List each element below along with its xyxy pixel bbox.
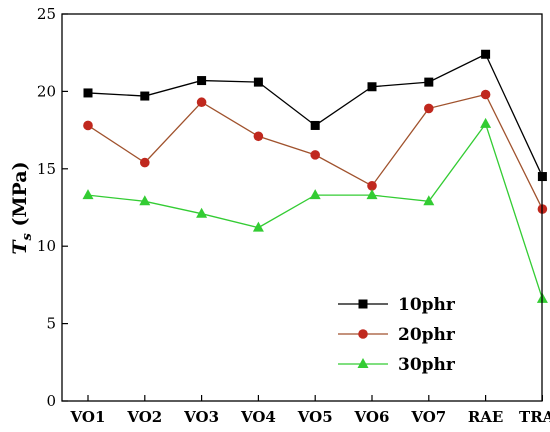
x-tick-label: VO2 — [126, 408, 162, 426]
y-axis-title-unit: (MPa) — [9, 161, 31, 233]
data-point-30phr-VO3 — [196, 207, 208, 218]
y-tick-label: 5 — [46, 315, 56, 333]
y-axis-ticks: 0 5 10 15 20 25 — [37, 5, 68, 410]
y-tick-label: 0 — [46, 392, 56, 410]
data-point-10phr-VO4 — [253, 77, 263, 87]
data-point-30phr-VO6 — [366, 189, 378, 200]
legend: 10phr 20phr 30phr — [338, 295, 456, 375]
data-point-10phr-VO3 — [197, 76, 207, 86]
legend-entry-20phr: 20phr — [338, 325, 456, 345]
y-tick-label: 25 — [37, 5, 56, 23]
x-tick-label: VO7 — [410, 408, 446, 426]
data-point-30phr-RAE — [480, 117, 492, 128]
series-20phr — [83, 89, 548, 214]
data-point-20phr-VO3 — [196, 97, 207, 108]
data-point-10phr-VO5 — [310, 120, 320, 130]
x-tick-label: VO1 — [70, 408, 106, 426]
legend-entry-30phr: 30phr — [338, 355, 456, 375]
data-point-10phr-VO2 — [140, 91, 150, 101]
legend-label: 20phr — [398, 325, 456, 345]
legend-marker — [358, 299, 368, 309]
x-tick-label: VO3 — [183, 408, 219, 426]
series-layer — [82, 49, 548, 303]
data-point-10phr-VO1 — [83, 88, 93, 98]
data-point-30phr-VO7 — [423, 195, 435, 206]
data-point-20phr-VO5 — [310, 150, 321, 160]
data-point-30phr-VO4 — [252, 221, 264, 232]
data-point-20phr-VO2 — [140, 157, 150, 168]
data-point-20phr-VO4 — [253, 131, 264, 142]
y-axis-title: Ts (MPa) — [9, 161, 35, 254]
data-point-10phr-RAE — [481, 49, 491, 59]
legend-entry-10phr: 10phr — [338, 295, 456, 315]
y-tick-label: 15 — [37, 160, 56, 178]
x-tick-label: VO5 — [297, 408, 333, 426]
data-point-20phr-VO6 — [367, 181, 377, 191]
data-point-30phr-VO5 — [309, 189, 321, 200]
x-axis-ticks: VO1 VO2 VO3 VO4 VO5 VO6 VO7 RAE TRAE — [70, 395, 550, 426]
data-point-30phr-VO2 — [139, 195, 151, 206]
legend-marker — [357, 358, 369, 368]
data-point-30phr-VO1 — [82, 189, 94, 200]
y-tick-label: 20 — [37, 82, 56, 100]
x-tick-label: VO6 — [354, 408, 390, 426]
data-point-10phr-VO7 — [424, 77, 434, 87]
x-tick-label: TRAE — [519, 408, 550, 426]
y-axis-title-main: T — [9, 239, 31, 255]
legend-label: 10phr — [398, 295, 456, 315]
data-point-20phr-VO1 — [83, 120, 93, 131]
x-tick-label: VO4 — [240, 408, 276, 426]
legend-marker — [358, 329, 368, 339]
y-tick-label: 10 — [37, 237, 56, 255]
plot-frame — [61, 13, 543, 402]
axes-layer — [61, 13, 543, 402]
data-point-20phr-RAE — [480, 89, 491, 100]
y-axis-title-subscript: s — [20, 232, 35, 240]
legend-label: 30phr — [398, 355, 456, 375]
series-30phr — [82, 117, 548, 303]
x-tick-label: RAE — [468, 408, 504, 426]
data-point-10phr-VO6 — [367, 82, 377, 92]
data-point-20phr-VO7 — [424, 103, 434, 114]
